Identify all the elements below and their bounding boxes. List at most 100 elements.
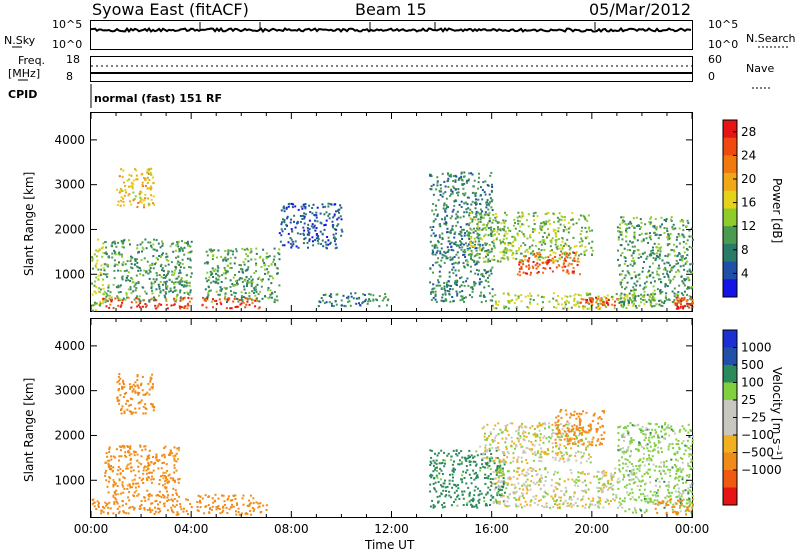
data-cell-power — [592, 299, 594, 302]
data-cell-power — [588, 226, 591, 229]
data-cell-power — [556, 216, 559, 219]
data-cell-power — [176, 277, 179, 280]
data-cell-power — [168, 290, 171, 293]
data-cell-power — [362, 293, 365, 296]
data-cell-velocity — [163, 496, 166, 499]
data-cell-power — [137, 202, 140, 204]
data-cell-velocity — [199, 499, 201, 502]
data-cell-velocity — [515, 430, 518, 433]
data-cell-power — [107, 286, 110, 289]
data-cell-power — [241, 280, 244, 283]
data-cell-velocity — [607, 488, 609, 491]
data-cell-power — [118, 175, 121, 178]
data-cell-power — [323, 302, 326, 305]
data-cell-velocity — [506, 424, 509, 426]
data-cell-velocity — [122, 491, 125, 494]
data-cell-velocity — [588, 443, 591, 446]
data-cell-power — [486, 184, 489, 187]
data-cell-velocity — [249, 494, 252, 497]
data-cell-power — [446, 285, 449, 288]
data-cell-velocity — [437, 452, 440, 455]
data-cell-power — [334, 300, 337, 303]
data-cell-power — [457, 269, 460, 272]
data-cell-power — [562, 230, 565, 233]
data-cell-power — [323, 213, 326, 216]
data-cell-power — [217, 293, 220, 296]
data-cell-power — [113, 240, 116, 243]
data-cell-power — [597, 305, 600, 308]
data-cell-power — [462, 250, 465, 253]
data-cell-power — [511, 299, 514, 302]
data-cell-power — [456, 215, 459, 218]
data-cell-power — [95, 266, 98, 269]
data-cell-power — [448, 231, 451, 234]
data-cell-power — [178, 305, 181, 308]
data-cell-power — [451, 296, 454, 298]
data-cell-power — [324, 293, 327, 296]
data-cell-velocity — [497, 480, 500, 483]
data-cell-power — [515, 298, 518, 301]
data-cell-power — [146, 176, 149, 179]
data-cell-velocity — [144, 448, 147, 451]
data-cell-power — [445, 207, 448, 210]
data-cell-power — [217, 266, 220, 269]
data-cell-power — [584, 305, 586, 308]
data-cell-power — [472, 231, 475, 234]
data-cell-power — [121, 264, 124, 267]
data-cell-power — [292, 243, 295, 246]
data-cell-power — [487, 258, 490, 261]
data-cell-power — [548, 232, 550, 235]
data-cell-power — [134, 195, 137, 198]
data-cell-power — [653, 289, 656, 292]
data-cell-power — [464, 251, 467, 254]
data-cell-velocity — [105, 479, 108, 482]
data-cell-velocity — [558, 503, 561, 506]
data-cell-power — [651, 305, 654, 308]
data-cell-velocity — [516, 460, 519, 463]
data-cell-power — [372, 298, 375, 301]
data-cell-power — [639, 218, 642, 221]
data-cell-power — [223, 286, 226, 289]
data-cell-power — [562, 265, 565, 268]
data-cell-velocity — [126, 465, 128, 468]
data-cell-power — [206, 254, 209, 257]
data-cell-power — [683, 290, 686, 293]
data-cell-power — [482, 181, 485, 184]
data-cell-power — [459, 285, 461, 288]
data-cell-velocity — [498, 467, 500, 470]
data-cell-velocity — [560, 434, 563, 437]
data-cell-power — [643, 282, 646, 285]
data-cell-power — [464, 192, 467, 195]
data-cell-power — [613, 304, 616, 307]
data-cell-power — [316, 239, 319, 242]
data-cell-velocity — [105, 504, 108, 507]
data-cell-power — [178, 248, 181, 251]
data-cell-power — [129, 185, 132, 188]
data-cell-power — [474, 282, 477, 285]
data-cell-power — [460, 177, 462, 180]
data-cell-power — [439, 184, 442, 186]
data-cell-velocity — [493, 462, 496, 465]
data-cell-velocity — [555, 500, 558, 503]
data-cell-power — [490, 189, 493, 192]
data-cell-power — [183, 253, 186, 256]
data-cell-power — [434, 290, 437, 293]
data-cell-power — [434, 253, 437, 256]
data-cell-velocity — [429, 483, 432, 486]
data-cell-velocity — [441, 473, 444, 475]
data-cell-velocity — [575, 459, 578, 462]
data-cell-velocity — [129, 447, 132, 450]
data-cell-power — [136, 297, 139, 300]
data-cell-power — [164, 282, 167, 285]
data-cell-velocity — [531, 452, 534, 455]
data-cell-power — [572, 270, 575, 273]
data-cell-power — [536, 303, 539, 306]
data-cell-power — [335, 232, 338, 235]
data-cell-velocity — [552, 497, 555, 500]
data-cell-power — [579, 273, 581, 276]
data-cell-power — [537, 248, 540, 251]
data-cell-velocity — [452, 476, 454, 479]
data-cell-power — [562, 307, 565, 310]
data-cell-power — [633, 299, 636, 302]
data-cell-power — [451, 192, 454, 195]
